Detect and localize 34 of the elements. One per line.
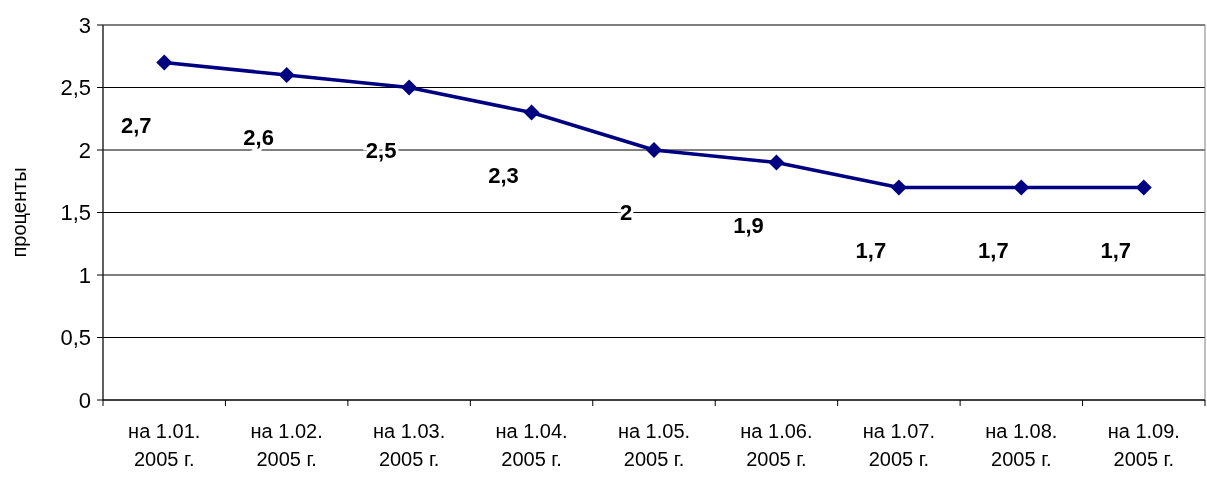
point	[768, 154, 785, 171]
x-tick-label: на 1.09. 2005 г.	[1107, 420, 1180, 470]
x-tick-label: на 1.02. 2005 г.	[250, 420, 323, 470]
data-label: 2,3	[488, 162, 519, 188]
point	[890, 179, 907, 196]
point	[1013, 179, 1030, 196]
point	[156, 54, 173, 71]
data-label: 1,7	[855, 237, 887, 263]
x-tick-label: на 1.03. 2005 г.	[373, 420, 446, 470]
x-tick-label: на 1.06. 2005 г.	[740, 420, 813, 470]
point	[278, 67, 295, 83]
x-tick-label: на 1.07. 2005 г.	[862, 420, 935, 470]
x-tick-label: на 1.05. 2005 г.	[617, 420, 691, 470]
point	[523, 104, 540, 121]
x-tick-label: на 1.01. 2005 г.	[128, 420, 201, 470]
x-tick-label: на 1.08. 2005 г.	[985, 420, 1058, 470]
point	[646, 142, 662, 158]
data-label: 1,9	[733, 212, 764, 238]
point	[401, 79, 418, 96]
y-tick-label: 2	[78, 137, 91, 163]
y-tick-label: 0,5	[60, 325, 91, 351]
y-tick-label: 2,5	[60, 75, 91, 101]
data-label: 1,7	[1100, 237, 1132, 263]
y-axis-title: проценты	[8, 167, 30, 258]
x-tick-label: на 1.04. 2005 г.	[495, 420, 568, 470]
data-label: 2,5	[365, 137, 397, 163]
data-label: 2,7	[120, 112, 152, 138]
y-tick-label: 3	[78, 12, 91, 38]
data-label: 1,7	[978, 237, 1009, 263]
data-label: 2,6	[243, 125, 274, 150]
y-tick-label: 0	[78, 387, 91, 413]
point	[1135, 179, 1152, 196]
y-tick-label: 1,5	[60, 200, 91, 226]
y-tick-label: 1	[78, 262, 91, 288]
